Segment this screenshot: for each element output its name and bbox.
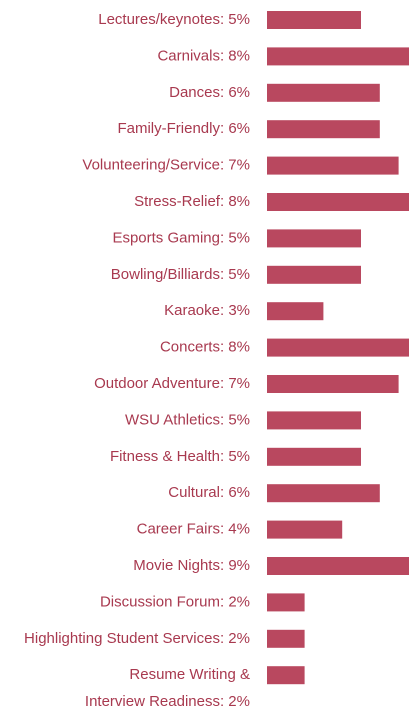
category-label: Lectures/keynotes: 5% (98, 11, 250, 28)
category-label: Volunteering/Service: 7% (82, 157, 250, 174)
category-label: Family-Friendly: 6% (117, 120, 250, 137)
category-label: Career Fairs: 4% (137, 521, 250, 538)
category-label: Concerts: 8% (160, 339, 250, 356)
bar (267, 47, 409, 66)
bar (267, 302, 324, 321)
bar (267, 229, 361, 248)
category-label: Fitness & Health: 5% (110, 448, 250, 465)
category-label: Esports Gaming: 5% (112, 229, 250, 246)
bar (267, 338, 409, 357)
bar (267, 265, 361, 284)
category-label: WSU Athletics: 5% (125, 411, 250, 428)
bar (267, 193, 409, 211)
category-label: Discussion Forum: 2% (100, 593, 250, 610)
category-label: Resume Writing & Interview Readiness: 2% (85, 666, 250, 710)
bar (267, 629, 305, 648)
bar (267, 156, 399, 175)
category-label: Cultural: 6% (168, 484, 250, 501)
bar (267, 447, 361, 466)
bar (267, 666, 305, 685)
bar (267, 557, 409, 575)
bar (267, 11, 361, 29)
category-label: Outdoor Adventure: 7% (94, 375, 250, 392)
bar (267, 375, 399, 393)
category-label: Stress-Relief: 8% (134, 193, 250, 210)
bar (267, 520, 343, 539)
bar (267, 593, 305, 612)
category-label: Karaoke: 3% (164, 302, 250, 319)
bar (267, 120, 380, 139)
category-label: Highlighting Student Services: 2% (24, 630, 250, 647)
category-label: Carnivals: 8% (157, 47, 250, 64)
category-label: Dances: 6% (169, 84, 250, 101)
bar (267, 411, 361, 430)
bar (267, 484, 380, 503)
category-label: Movie Nights: 9% (133, 557, 250, 574)
bar (267, 83, 380, 102)
category-label: Bowling/Billiards: 5% (111, 266, 250, 283)
